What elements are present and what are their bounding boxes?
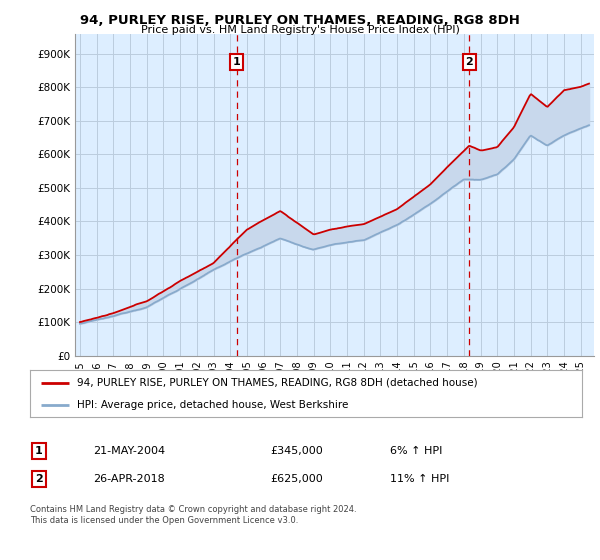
Text: 26-APR-2018: 26-APR-2018 (93, 474, 165, 484)
Text: Contains HM Land Registry data © Crown copyright and database right 2024.
This d: Contains HM Land Registry data © Crown c… (30, 505, 356, 525)
Text: 94, PURLEY RISE, PURLEY ON THAMES, READING, RG8 8DH (detached house): 94, PURLEY RISE, PURLEY ON THAMES, READI… (77, 378, 478, 388)
Text: £625,000: £625,000 (270, 474, 323, 484)
Text: 94, PURLEY RISE, PURLEY ON THAMES, READING, RG8 8DH: 94, PURLEY RISE, PURLEY ON THAMES, READI… (80, 14, 520, 27)
Text: 2: 2 (35, 474, 43, 484)
Text: 2: 2 (465, 57, 473, 67)
Text: 6% ↑ HPI: 6% ↑ HPI (390, 446, 442, 456)
Text: Price paid vs. HM Land Registry's House Price Index (HPI): Price paid vs. HM Land Registry's House … (140, 25, 460, 35)
Text: HPI: Average price, detached house, West Berkshire: HPI: Average price, detached house, West… (77, 400, 348, 410)
Text: 1: 1 (233, 57, 241, 67)
Text: 1: 1 (35, 446, 43, 456)
Text: 21-MAY-2004: 21-MAY-2004 (93, 446, 165, 456)
Text: £345,000: £345,000 (270, 446, 323, 456)
Text: 11% ↑ HPI: 11% ↑ HPI (390, 474, 449, 484)
